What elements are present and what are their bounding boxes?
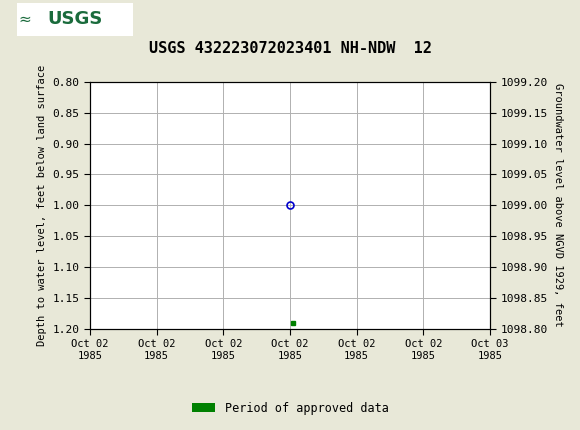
Text: USGS: USGS	[48, 10, 103, 28]
Text: ≈: ≈	[19, 12, 31, 27]
Text: USGS 432223072023401 NH-NDW  12: USGS 432223072023401 NH-NDW 12	[148, 41, 432, 56]
Legend: Period of approved data: Period of approved data	[187, 397, 393, 420]
Y-axis label: Depth to water level, feet below land surface: Depth to water level, feet below land su…	[37, 64, 47, 346]
FancyBboxPatch shape	[17, 3, 133, 36]
Y-axis label: Groundwater level above NGVD 1929, feet: Groundwater level above NGVD 1929, feet	[553, 83, 563, 327]
